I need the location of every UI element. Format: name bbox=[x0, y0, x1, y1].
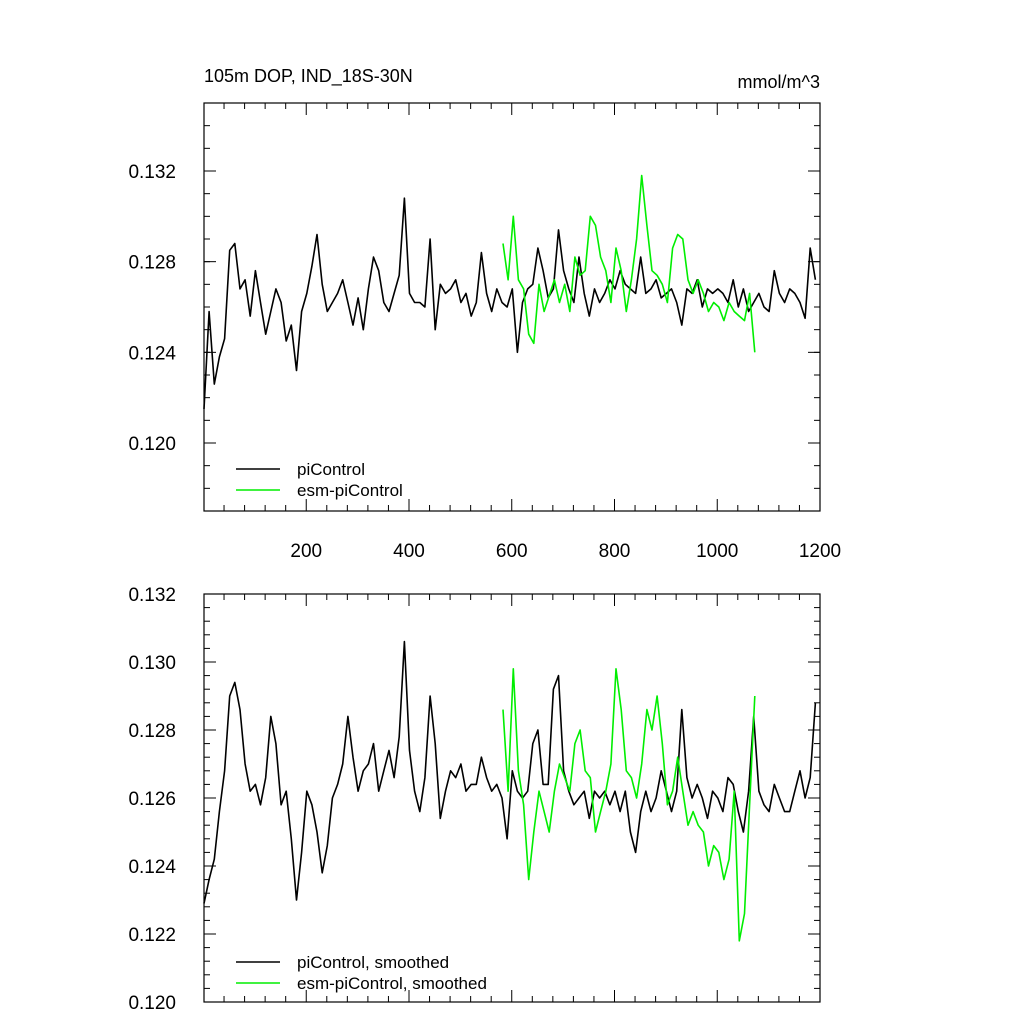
top-series-line-0 bbox=[203, 197, 817, 410]
top-series-group bbox=[203, 174, 817, 410]
top-legend: piControl esm-piControl bbox=[236, 460, 403, 500]
bottom-legend: piControl, smoothed esm-piControl, smoot… bbox=[236, 953, 487, 993]
top-xtick-label-1: 400 bbox=[393, 541, 425, 562]
top-ytick-label-2: 0.128 bbox=[128, 253, 176, 274]
top-ticks-group: 200 400 600 800 1000 1200 0.120 0.124 0.128 0.132 bbox=[128, 102, 841, 562]
bottom-series-line-0 bbox=[203, 640, 817, 904]
legend-label-esm-picontrol-smoothed: esm-piControl, smoothed bbox=[297, 974, 487, 993]
legend-label-picontrol-smoothed: piControl, smoothed bbox=[297, 953, 449, 972]
chart-title: 105m DOP, IND_18S-30N bbox=[204, 66, 413, 87]
legend-label-picontrol: piControl bbox=[297, 460, 365, 479]
bottom-ytick-label-5: 0.130 bbox=[128, 653, 176, 674]
legend-label-esm-picontrol: esm-piControl bbox=[297, 481, 403, 500]
bottom-ytick-label-2: 0.124 bbox=[128, 857, 176, 878]
top-xtick-label-5: 1200 bbox=[799, 541, 841, 562]
bottom-ytick-label-4: 0.128 bbox=[128, 721, 176, 742]
bottom-ytick-label-3: 0.126 bbox=[128, 789, 176, 810]
top-ytick-label-0: 0.120 bbox=[128, 434, 176, 455]
bottom-ytick-label-1: 0.122 bbox=[128, 925, 176, 946]
top-series-line-1 bbox=[502, 174, 756, 353]
top-panel: 200 400 600 800 1000 1200 0.120 0.124 0.128 0.132… bbox=[128, 102, 841, 562]
bottom-ytick-label-6: 0.132 bbox=[128, 585, 176, 606]
units-label: mmol/m^3 bbox=[738, 72, 820, 92]
bottom-ticks-group: 0.120 0.122 0.124 0.126 0.128 0.130 0.132 bbox=[128, 585, 821, 1014]
top-xtick-label-3: 800 bbox=[599, 541, 631, 562]
bottom-series-line-1 bbox=[502, 667, 756, 942]
top-ytick-label-1: 0.124 bbox=[128, 343, 176, 364]
top-xtick-label-4: 1000 bbox=[696, 541, 738, 562]
bottom-panel: 0.120 0.122 0.124 0.126 0.128 0.130 0.132 piCo… bbox=[128, 585, 821, 1014]
bottom-series-group bbox=[203, 640, 817, 942]
bottom-plot-frame bbox=[203, 593, 821, 1003]
bottom-ytick-label-0: 0.120 bbox=[128, 993, 176, 1014]
top-xtick-label-2: 600 bbox=[496, 541, 528, 562]
top-ytick-label-3: 0.132 bbox=[128, 162, 176, 183]
top-xtick-label-0: 200 bbox=[290, 541, 322, 562]
